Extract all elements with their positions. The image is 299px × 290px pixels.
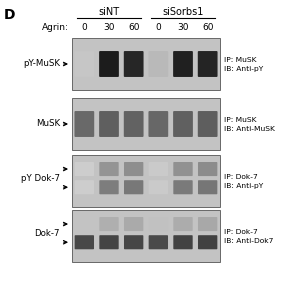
- Text: IB: Anti-MuSK: IB: Anti-MuSK: [224, 126, 275, 132]
- Bar: [72, 38, 220, 90]
- FancyBboxPatch shape: [75, 162, 94, 176]
- Text: 60: 60: [128, 23, 139, 32]
- FancyBboxPatch shape: [75, 180, 94, 194]
- Text: 30: 30: [177, 23, 189, 32]
- Text: D: D: [4, 8, 16, 22]
- Text: IB: Anti-pY: IB: Anti-pY: [224, 66, 263, 72]
- FancyBboxPatch shape: [148, 111, 168, 137]
- FancyBboxPatch shape: [198, 235, 217, 249]
- FancyBboxPatch shape: [173, 217, 193, 231]
- Bar: [72, 98, 220, 150]
- Bar: [72, 210, 220, 262]
- FancyBboxPatch shape: [74, 51, 94, 77]
- Text: siNT: siNT: [98, 7, 120, 17]
- FancyBboxPatch shape: [75, 217, 94, 231]
- Text: pY Dok-7: pY Dok-7: [21, 174, 60, 183]
- FancyBboxPatch shape: [99, 180, 119, 194]
- FancyBboxPatch shape: [75, 235, 94, 249]
- Text: 60: 60: [202, 23, 213, 32]
- FancyBboxPatch shape: [173, 180, 193, 194]
- FancyBboxPatch shape: [124, 235, 143, 249]
- FancyBboxPatch shape: [99, 162, 119, 176]
- FancyBboxPatch shape: [198, 180, 217, 194]
- Text: 0: 0: [155, 23, 161, 32]
- FancyBboxPatch shape: [198, 162, 217, 176]
- Text: IB: Anti-pY: IB: Anti-pY: [224, 183, 263, 189]
- Text: 0: 0: [81, 23, 87, 32]
- Text: siSorbs1: siSorbs1: [162, 7, 204, 17]
- Text: 30: 30: [103, 23, 115, 32]
- FancyBboxPatch shape: [149, 180, 168, 194]
- Text: IB: Anti-Dok7: IB: Anti-Dok7: [224, 238, 273, 244]
- Text: Agrin:: Agrin:: [42, 23, 68, 32]
- FancyBboxPatch shape: [124, 217, 143, 231]
- FancyBboxPatch shape: [99, 217, 119, 231]
- FancyBboxPatch shape: [124, 180, 143, 194]
- FancyBboxPatch shape: [173, 235, 193, 249]
- Bar: [72, 155, 220, 207]
- Text: IP: Dok-7: IP: Dok-7: [224, 174, 258, 180]
- Text: IP: MuSK: IP: MuSK: [224, 57, 257, 63]
- FancyBboxPatch shape: [198, 217, 217, 231]
- FancyBboxPatch shape: [74, 111, 94, 137]
- FancyBboxPatch shape: [99, 235, 119, 249]
- FancyBboxPatch shape: [148, 51, 168, 77]
- Text: Dok-7: Dok-7: [34, 229, 60, 238]
- FancyBboxPatch shape: [173, 51, 193, 77]
- FancyBboxPatch shape: [149, 217, 168, 231]
- FancyBboxPatch shape: [99, 111, 119, 137]
- FancyBboxPatch shape: [124, 111, 144, 137]
- FancyBboxPatch shape: [198, 111, 218, 137]
- FancyBboxPatch shape: [149, 162, 168, 176]
- FancyBboxPatch shape: [124, 162, 143, 176]
- Text: IP: Dok-7: IP: Dok-7: [224, 229, 258, 235]
- FancyBboxPatch shape: [173, 111, 193, 137]
- FancyBboxPatch shape: [99, 51, 119, 77]
- FancyBboxPatch shape: [124, 51, 144, 77]
- FancyBboxPatch shape: [173, 162, 193, 176]
- Text: IP: MuSK: IP: MuSK: [224, 117, 257, 123]
- FancyBboxPatch shape: [198, 51, 218, 77]
- FancyBboxPatch shape: [149, 235, 168, 249]
- Text: MuSK: MuSK: [36, 119, 60, 128]
- Text: pY-MuSK: pY-MuSK: [23, 59, 60, 68]
